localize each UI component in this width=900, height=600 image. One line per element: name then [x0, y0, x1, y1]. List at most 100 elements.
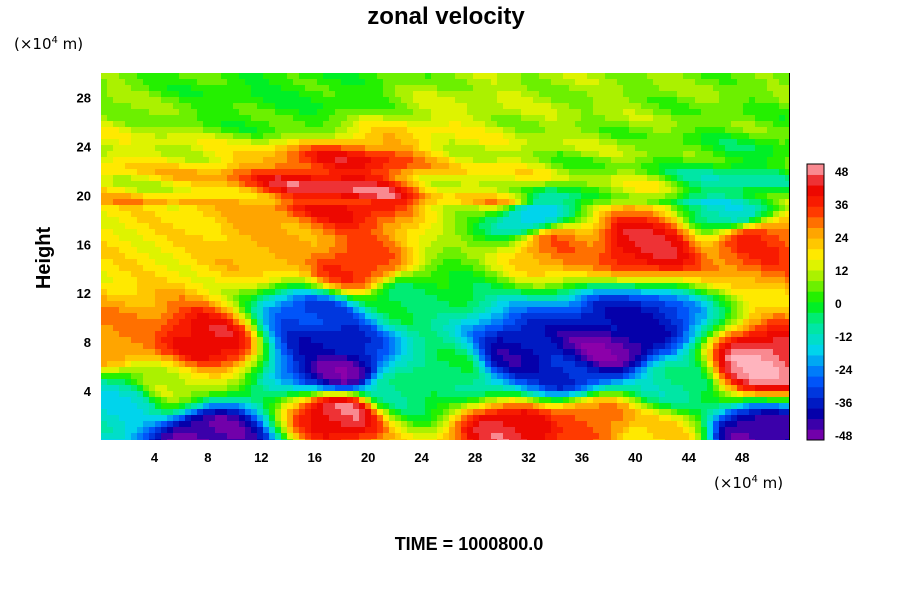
heat-cell — [347, 175, 354, 182]
heat-cell — [725, 253, 732, 260]
heat-cell — [131, 121, 138, 128]
heat-cell — [509, 97, 516, 104]
heat-cell — [539, 301, 546, 308]
heat-cell — [341, 247, 348, 254]
heat-cell — [329, 145, 336, 152]
heat-cell — [233, 79, 240, 86]
heat-cell — [341, 313, 348, 320]
heat-cell — [341, 331, 348, 338]
heat-cell — [761, 277, 768, 284]
heat-cell — [389, 325, 396, 332]
heat-cell — [239, 211, 246, 218]
heat-cell — [653, 259, 660, 266]
heat-cell — [575, 109, 582, 116]
heat-cell — [569, 175, 576, 182]
heat-cell — [263, 121, 270, 128]
heat-cell — [131, 217, 138, 224]
heat-cell — [743, 169, 750, 176]
heat-cell — [251, 133, 258, 140]
heat-cell — [173, 313, 180, 320]
heat-cell — [179, 73, 186, 80]
heat-cell — [179, 301, 186, 308]
heat-cell — [131, 79, 138, 86]
heat-cell — [299, 121, 306, 128]
heat-cell — [341, 277, 348, 284]
heat-cell — [485, 217, 492, 224]
heat-cell — [539, 79, 546, 86]
heat-cell — [251, 181, 258, 188]
heat-cell — [509, 175, 516, 182]
heat-cell — [257, 79, 264, 86]
heat-cell — [719, 133, 726, 140]
heat-cell — [593, 79, 600, 86]
heat-cell — [521, 85, 528, 92]
heat-cell — [191, 283, 198, 290]
heat-cell — [395, 205, 402, 212]
heat-cell — [293, 133, 300, 140]
heat-cell — [395, 301, 402, 308]
heat-cell — [413, 91, 420, 98]
heat-cell — [623, 235, 630, 242]
heat-cell — [485, 187, 492, 194]
heat-cell — [287, 271, 294, 278]
heat-cell — [131, 97, 138, 104]
heat-cell — [695, 127, 702, 134]
heat-cell — [107, 115, 114, 122]
heat-cell — [299, 217, 306, 224]
heat-cell — [125, 109, 132, 116]
heat-cell — [503, 187, 510, 194]
heat-cell — [203, 199, 210, 206]
heat-cell — [485, 205, 492, 212]
heat-cell — [725, 109, 732, 116]
heat-cell — [209, 307, 216, 314]
heat-cell — [467, 151, 474, 158]
heat-cell — [473, 295, 480, 302]
heat-cell — [743, 313, 750, 320]
heat-cell — [461, 97, 468, 104]
heat-cell — [227, 103, 234, 110]
heat-cell — [455, 73, 462, 80]
heat-cell — [329, 127, 336, 134]
heat-cell — [563, 241, 570, 248]
heat-cell — [341, 205, 348, 212]
heat-cell — [731, 235, 738, 242]
heat-cell — [365, 277, 372, 284]
heat-cell — [323, 325, 330, 332]
heat-cell — [347, 133, 354, 140]
heat-cell — [365, 169, 372, 176]
heat-cell — [545, 145, 552, 152]
heat-cell — [359, 217, 366, 224]
heat-cell — [617, 181, 624, 188]
heat-cell — [587, 325, 594, 332]
heat-cell — [365, 325, 372, 332]
heat-cell — [431, 217, 438, 224]
heat-cell — [509, 139, 516, 146]
heat-cell — [311, 169, 318, 176]
heat-cell — [773, 319, 780, 326]
heat-cell — [671, 217, 678, 224]
heat-cell — [317, 259, 324, 266]
heat-cell — [401, 157, 408, 164]
heat-cell — [599, 97, 606, 104]
heat-cell — [359, 307, 366, 314]
heat-cell — [485, 265, 492, 272]
heat-cell — [401, 163, 408, 170]
heat-cell — [215, 289, 222, 296]
heat-cell — [245, 199, 252, 206]
heat-cell — [665, 271, 672, 278]
heat-cell — [245, 259, 252, 266]
heat-cell — [113, 325, 120, 332]
heat-cell — [215, 265, 222, 272]
heat-cell — [413, 73, 420, 80]
heat-cell — [179, 121, 186, 128]
heat-cell — [629, 211, 636, 218]
heat-cell — [443, 145, 450, 152]
heat-cell — [551, 223, 558, 230]
heat-cell — [125, 307, 132, 314]
heat-cell — [179, 139, 186, 146]
heat-cell — [545, 325, 552, 332]
heat-cell — [329, 295, 336, 302]
heat-cell — [581, 73, 588, 80]
heat-cell — [317, 205, 324, 212]
heat-cell — [407, 145, 414, 152]
